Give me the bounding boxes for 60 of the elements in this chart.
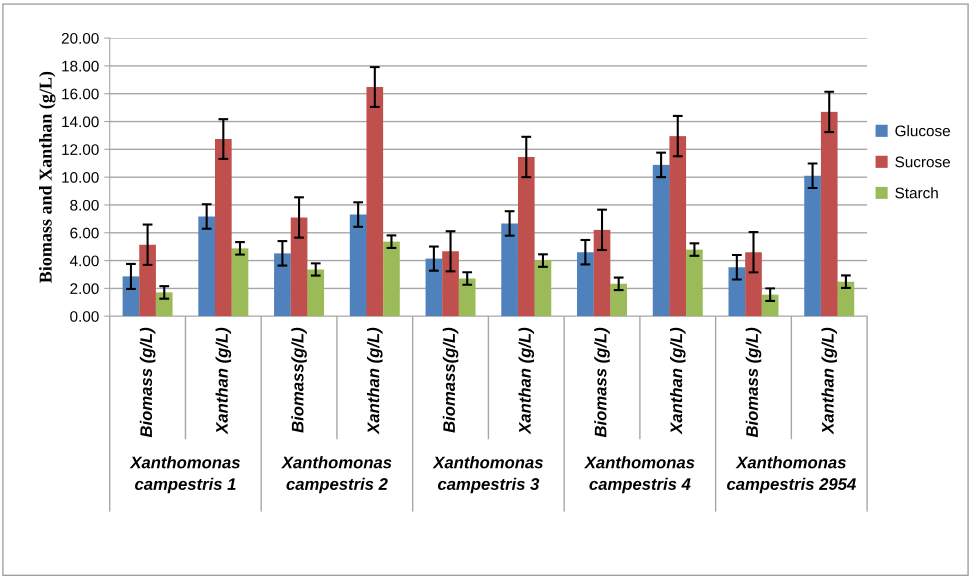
y-tick-label: 6.00 [70,228,99,238]
y-axis-title: Biomass and Xanthan (g/L) [39,72,56,283]
y-tick-label: 4.00 [70,255,99,266]
bar [838,282,854,316]
bar [518,156,535,316]
x-tick-label: Biomass(g/L) [291,328,307,433]
bar [442,251,459,316]
bar [232,248,248,316]
bar [122,276,140,316]
bar [290,217,308,316]
bar [274,253,291,316]
bar [577,252,594,316]
legend-label: Glucose [895,125,950,136]
bar [383,242,400,316]
text: Xanthomonas campestris 1 [130,456,240,494]
y-tick-label: 0.00 [70,311,99,322]
y-tick-label: 20.00 [62,32,99,44]
bar [307,269,324,316]
bar [728,267,746,316]
bar [350,214,366,316]
bar [652,164,670,316]
y-tick-label: 2.00 [70,283,99,294]
bar [139,244,156,316]
bar [686,250,703,316]
y-tick-label: 14.00 [62,116,99,128]
bar [594,230,610,316]
x-tick-label: Biomass (g/L) [140,328,156,438]
y-tick-label: 12.00 [62,144,99,156]
x-tick-label: Biomass(g/L) [442,328,458,433]
y-tick-label: 18.00 [62,60,99,72]
text: Xanthomonas campestris 3 [432,456,543,494]
text: Xanthomonas campestris 4 [584,456,694,494]
bar [610,284,628,316]
bar [426,258,442,316]
bar [534,260,552,316]
text: Xanthomonas campestris 2 [281,456,392,494]
bar [762,294,778,316]
x-tick-label: Xanthan (g/L) [670,328,686,435]
x-tick-label: Xanthan (g/L) [216,328,232,435]
bar [820,112,838,316]
bar [669,136,686,316]
bar [198,216,215,316]
bar [156,292,173,316]
bar [215,139,232,316]
y-tick-label: 8.00 [70,200,99,211]
bar [804,176,821,316]
legend-label: Starch [895,187,938,198]
y-tick-label: 16.00 [62,88,99,100]
bar [366,87,384,316]
x-tick-label: Xanthan (g/L) [367,328,383,435]
x-tick-label: Xanthan (g/L) [821,328,837,435]
x-tick-label: Biomass (g/L) [594,328,610,438]
legend-label: Sucrose [895,156,950,168]
x-tick-label: Biomass (g/L) [746,328,762,438]
x-tick-label: Xanthan (g/L) [518,328,534,435]
bar [458,278,476,316]
bar [501,223,518,316]
bar [745,252,762,316]
text: Xanthomonas campestris 2954 [727,456,856,494]
y-tick-label: 10.00 [62,172,99,183]
